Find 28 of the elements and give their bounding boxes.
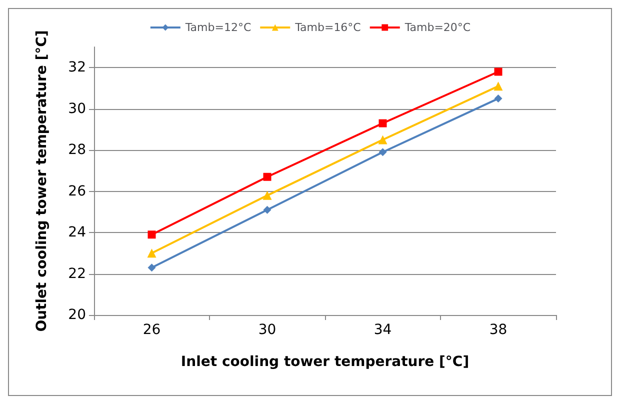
y-tick-label: 26 bbox=[68, 183, 86, 200]
x-tick-label: 38 bbox=[489, 322, 508, 338]
point bbox=[262, 190, 272, 200]
x-tick-label: 26 bbox=[142, 322, 161, 338]
legend-label: Tamb=20°C bbox=[404, 21, 471, 34]
x-tick-label: 30 bbox=[258, 322, 276, 338]
legend-label: Tamb=12°C bbox=[184, 21, 252, 34]
point bbox=[263, 206, 272, 214]
y-tick-label: 24 bbox=[68, 224, 86, 241]
y-tick-label: 22 bbox=[68, 266, 86, 282]
y-tick-label: 28 bbox=[68, 142, 86, 158]
y-tick-label: 20 bbox=[68, 307, 86, 323]
point bbox=[263, 172, 272, 181]
point bbox=[378, 119, 387, 128]
point bbox=[378, 148, 387, 156]
y-axis-title: Outlet cooling tower temperature [°C] bbox=[34, 30, 50, 332]
y-tick-label: 32 bbox=[68, 60, 86, 76]
point bbox=[378, 135, 388, 144]
y-tick-label: 30 bbox=[68, 100, 86, 117]
x-axis-title: Inlet cooling tower temperature [°C] bbox=[180, 354, 470, 370]
point bbox=[494, 68, 502, 76]
point bbox=[148, 264, 156, 272]
point bbox=[148, 230, 156, 239]
point bbox=[494, 94, 502, 103]
point bbox=[147, 248, 156, 258]
point bbox=[494, 82, 503, 91]
legend-label: Tamb=16°C bbox=[294, 21, 362, 34]
x-tick-label: 34 bbox=[374, 322, 392, 338]
